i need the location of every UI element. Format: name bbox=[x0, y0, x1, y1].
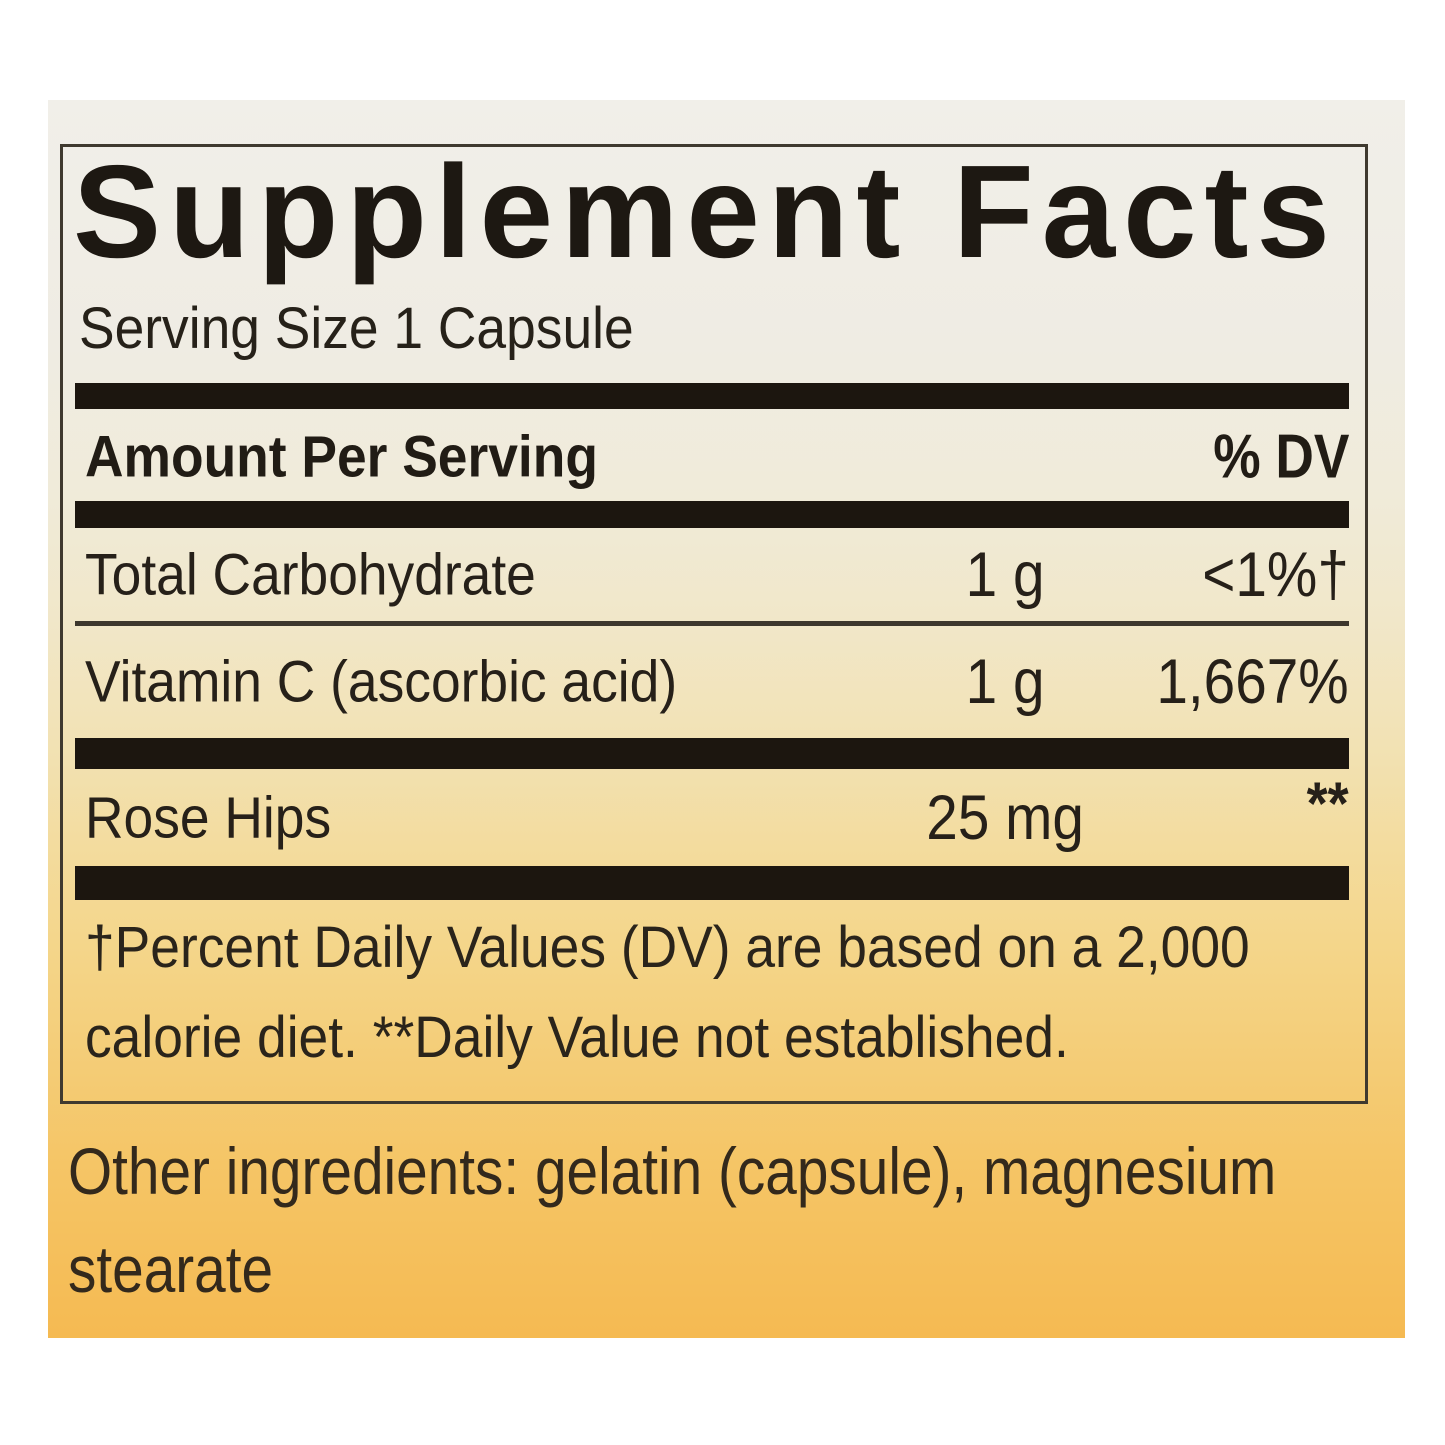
divider-bar-thick bbox=[75, 383, 1349, 409]
amount-per-serving-header: Amount Per Serving bbox=[85, 424, 598, 490]
nutrient-name: Vitamin C (ascorbic acid) bbox=[85, 649, 678, 715]
divider-bar-thick bbox=[75, 501, 1349, 528]
other-ingredients-line-1: Other ingredients: gelatin (capsule), ma… bbox=[68, 1134, 1277, 1208]
nutrient-row-total-carbohydrate: Total Carbohydrate 1 g <1%† bbox=[75, 528, 1349, 621]
nutrient-dv: <1%† bbox=[1202, 539, 1349, 610]
nutrient-row-rose-hips: Rose Hips 25 mg ** bbox=[75, 769, 1349, 866]
other-ingredients: Other ingredients: gelatin (capsule), ma… bbox=[68, 1122, 1445, 1318]
serving-size: Serving Size 1 Capsule bbox=[79, 295, 682, 362]
divider-bar-thick bbox=[75, 738, 1349, 769]
daily-value-footnote: †Percent Daily Values (DV) are based on … bbox=[85, 903, 1341, 1083]
label-photo: Supplement Facts Serving Size 1 Capsule … bbox=[48, 100, 1405, 1338]
nutrient-name: Total Carbohydrate bbox=[85, 542, 536, 607]
nutrient-amount: 1 g bbox=[965, 647, 1045, 717]
serving-size-text: Serving Size 1 Capsule bbox=[79, 296, 634, 361]
nutrient-amount: 1 g bbox=[965, 539, 1045, 610]
supplement-facts-panel: Supplement Facts Serving Size 1 Capsule … bbox=[60, 140, 1368, 1104]
supplement-facts-content: Supplement Facts Serving Size 1 Capsule … bbox=[63, 140, 1365, 1101]
nutrient-dv-asterisks: ** bbox=[1306, 770, 1349, 837]
supplement-facts-title: Supplement Facts bbox=[73, 138, 1338, 285]
percent-dv-header: % DV bbox=[1212, 422, 1349, 492]
divider-line-thin bbox=[75, 621, 1349, 626]
nutrient-name: Rose Hips bbox=[85, 785, 332, 850]
other-ingredients-line-2: stearate bbox=[68, 1232, 274, 1306]
nutrient-row-vitamin-c: Vitamin C (ascorbic acid) 1 g 1,667% bbox=[75, 626, 1349, 738]
nutrient-amount: 25 mg bbox=[926, 782, 1084, 853]
footnote-line-1: †Percent Daily Values (DV) are based on … bbox=[85, 915, 1250, 980]
footnote-line-2: calorie diet. **Daily Value not establis… bbox=[85, 1005, 1069, 1070]
divider-bar-thick bbox=[75, 866, 1349, 900]
column-header-row: Amount Per Serving % DV bbox=[75, 413, 1349, 501]
nutrient-dv: 1,667% bbox=[1156, 647, 1349, 717]
